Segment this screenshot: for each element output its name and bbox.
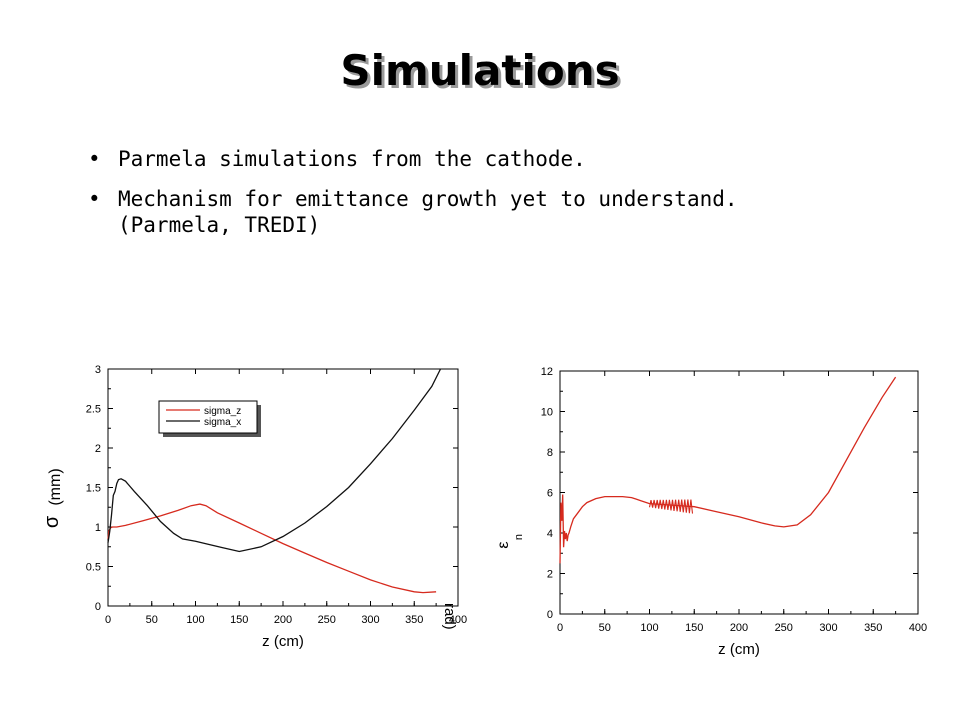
bullet-item: • Parmela simulations from the cathode. bbox=[88, 146, 908, 172]
x-tick-label: 100 bbox=[186, 614, 204, 626]
y-tick-label: 0.5 bbox=[86, 562, 101, 574]
y-tick-label: 1.5 bbox=[86, 483, 101, 495]
x-axis-label: z (cm) bbox=[718, 641, 760, 658]
y-tick-label: 3 bbox=[95, 364, 101, 376]
bullet-text: Parmela simulations from the cathode. bbox=[118, 147, 586, 171]
x-tick-label: 400 bbox=[449, 614, 467, 626]
y-tick-label: 2 bbox=[547, 569, 553, 581]
x-tick-label: 300 bbox=[361, 614, 379, 626]
y-axis-symbol: σ bbox=[41, 515, 63, 528]
y-tick-label: 12 bbox=[541, 366, 553, 378]
series-line bbox=[107, 368, 442, 553]
series-oscillation bbox=[648, 499, 694, 514]
x-tick-label: 250 bbox=[318, 614, 336, 626]
x-axis-label: z (cm) bbox=[262, 633, 304, 650]
y-tick-label: 1 bbox=[95, 522, 101, 534]
y-axis-unit: (mm) bbox=[47, 468, 64, 505]
legend-box bbox=[158, 400, 258, 434]
legend-label: sigma_x bbox=[204, 417, 241, 428]
y-tick-label: 0 bbox=[95, 601, 101, 613]
slide-title: Simulations bbox=[340, 46, 620, 95]
x-tick-label: 150 bbox=[230, 614, 248, 626]
y-tick-label: 2.5 bbox=[86, 404, 101, 416]
bullet-dot: • bbox=[88, 187, 101, 211]
y-tick-label: 10 bbox=[541, 407, 553, 419]
x-tick-label: 300 bbox=[819, 622, 837, 634]
x-tick-label: 0 bbox=[557, 622, 563, 634]
y-tick-label: 6 bbox=[547, 488, 553, 500]
series-line bbox=[107, 503, 437, 594]
x-tick-label: 250 bbox=[775, 622, 793, 634]
y-tick-label: 8 bbox=[547, 447, 553, 459]
x-tick-label: 150 bbox=[685, 622, 703, 634]
x-tick-label: 50 bbox=[599, 622, 611, 634]
x-tick-label: 200 bbox=[274, 614, 292, 626]
x-tick-label: 350 bbox=[864, 622, 882, 634]
x-tick-label: 350 bbox=[405, 614, 423, 626]
legend-label: sigma_z bbox=[204, 406, 241, 417]
x-tick-label: 0 bbox=[105, 614, 111, 626]
y-tick-label: 2 bbox=[95, 443, 101, 455]
y-tick-label: 4 bbox=[547, 528, 553, 540]
series-line bbox=[559, 376, 897, 564]
bullet-list: • Parmela simulations from the cathode. … bbox=[88, 146, 908, 252]
y-axis-symbol: ε bbox=[495, 541, 512, 548]
x-tick-label: 200 bbox=[730, 622, 748, 634]
bullet-item: • Mechanism for emittance growth yet to … bbox=[88, 186, 908, 238]
plot-frame bbox=[559, 370, 919, 615]
bullet-continuation: (Parmela, TREDI) bbox=[118, 213, 321, 237]
y-tick-label: 0 bbox=[547, 609, 553, 621]
x-tick-label: 400 bbox=[909, 622, 927, 634]
sigma-chart: 0 50 100 150 200 250 300 350 400 0 0.5 1 1.5 2 2.5 3 z (… bbox=[41, 364, 467, 650]
x-tick-label: 50 bbox=[146, 614, 158, 626]
y-axis-subscript: n bbox=[513, 534, 525, 540]
bullet-dot: • bbox=[88, 147, 101, 171]
clipped-axis-label: rad) bbox=[441, 603, 458, 630]
x-tick-label: 100 bbox=[640, 622, 658, 634]
bullet-text: Mechanism for emittance growth yet to un… bbox=[118, 187, 738, 211]
